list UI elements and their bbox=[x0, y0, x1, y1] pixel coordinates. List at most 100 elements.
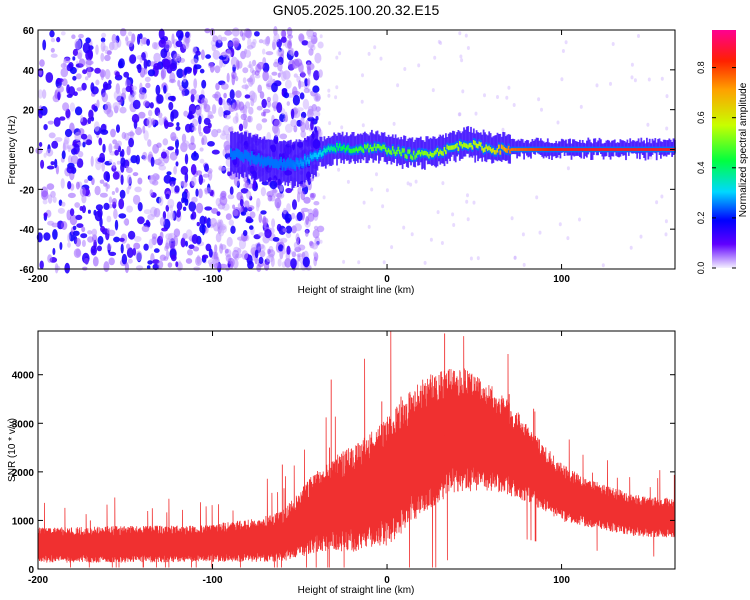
spectrogram-noise-cell bbox=[74, 106, 83, 116]
spectrogram-noise-cell bbox=[664, 232, 668, 237]
spectrogram-noise-cell bbox=[121, 253, 128, 265]
spectrogram-noise-cell bbox=[175, 138, 179, 149]
spectrogram-noise-cell bbox=[259, 250, 266, 258]
spectrogram-noise-cell bbox=[148, 238, 154, 249]
spectrogram-ridge-halo bbox=[371, 129, 373, 159]
spectrogram-noise-cell bbox=[170, 109, 179, 119]
spectrogram-noise-cell bbox=[273, 32, 280, 43]
spectrogram-ridge-core bbox=[472, 140, 475, 145]
spectrogram-ridge-halo bbox=[336, 135, 338, 166]
spectrogram-ridge-core bbox=[407, 149, 410, 154]
spectrogram-noise-cell bbox=[254, 31, 260, 37]
spectrogram-ridge-halo bbox=[606, 139, 609, 153]
spectrogram-noise-cell bbox=[201, 225, 205, 236]
spectrogram-noise-cell bbox=[124, 79, 131, 88]
spectrogram-noise-cell bbox=[283, 92, 290, 99]
spectrogram-noise-cell bbox=[307, 35, 315, 40]
spectrogram-noise-cell bbox=[157, 260, 164, 269]
spectrogram-noise-cell bbox=[190, 164, 197, 175]
spectrogram-noise-cell bbox=[242, 77, 247, 84]
spectrogram-noise-cell bbox=[90, 155, 94, 167]
spectrogram-noise-cell bbox=[120, 243, 124, 254]
spectrogram-noise-cell bbox=[150, 118, 156, 126]
spectrogram-y-tick-label: 60 bbox=[23, 26, 35, 37]
spectrogram-noise-cell bbox=[51, 140, 59, 149]
spectrogram-x-tick-label: 100 bbox=[553, 274, 570, 285]
spectrogram-noise-cell bbox=[125, 165, 130, 171]
spectrogram-noise-cell bbox=[176, 68, 184, 79]
spectrogram-noise-cell bbox=[219, 196, 228, 206]
spectrogram-noise-cell bbox=[296, 107, 304, 112]
colorbar-tick-label: 0.2 bbox=[696, 212, 706, 225]
spectrogram-noise-cell bbox=[328, 121, 332, 126]
spectrogram-ridge-halo bbox=[404, 135, 407, 164]
spectrogram-noise-cell bbox=[101, 161, 105, 172]
spectrogram-ridge-core bbox=[655, 148, 658, 151]
spectrogram-ridge-core bbox=[555, 148, 558, 151]
spectrogram-ridge-core bbox=[523, 148, 525, 151]
spectrogram-noise-cell bbox=[188, 142, 196, 151]
spectrogram-ridge-core bbox=[573, 148, 576, 151]
spectrogram-ridge-core bbox=[284, 164, 287, 169]
spectrogram-ridge-core bbox=[439, 149, 442, 154]
spectrogram-ridge-core bbox=[384, 147, 387, 152]
spectrogram-ridge-core bbox=[512, 148, 514, 151]
spectrogram-noise-cell bbox=[167, 198, 175, 209]
spectrogram-ridge-halo bbox=[425, 136, 428, 161]
spectrogram-noise-cell bbox=[278, 133, 287, 140]
spectrogram-ridge-core bbox=[306, 157, 309, 162]
spectrogram-noise-cell bbox=[249, 225, 254, 230]
spectrogram-noise-cell bbox=[74, 38, 82, 50]
spectrogram-noise-cell bbox=[167, 146, 175, 151]
spectrogram-noise-cell bbox=[292, 199, 297, 210]
spectrogram-noise-cell bbox=[104, 69, 111, 80]
spectrogram-ridge-core bbox=[609, 148, 612, 151]
spectrogram-ridge-core bbox=[633, 148, 636, 151]
spectrogram-noise-cell bbox=[229, 186, 234, 196]
spectrogram-noise-cell bbox=[578, 217, 581, 222]
spectrogram-noise-cell bbox=[146, 38, 151, 46]
spectrogram-noise-cell bbox=[392, 121, 396, 126]
spectrogram-noise-cell bbox=[240, 188, 249, 194]
figure-title: GN05.2025.100.20.32.E15 bbox=[273, 2, 440, 18]
spectrogram-noise-cell bbox=[233, 101, 238, 112]
spectrogram-noise-cell bbox=[81, 205, 86, 214]
spectrogram-noise-cell bbox=[458, 112, 462, 117]
spectrogram-noise-cell bbox=[521, 232, 525, 237]
spectrogram-ridge-core bbox=[355, 146, 358, 152]
snr-x-tick-label: 100 bbox=[553, 575, 570, 586]
spectrogram-noise-cell bbox=[261, 118, 268, 123]
spectrogram-noise-cell bbox=[141, 225, 150, 233]
spectrogram-noise-cell bbox=[199, 132, 203, 137]
spectrogram-noise-cell bbox=[53, 117, 61, 127]
spectrogram-noise-cell bbox=[177, 79, 181, 87]
spectrogram-ridge-core bbox=[231, 153, 234, 158]
spectrogram-noise-cell bbox=[135, 250, 143, 262]
spectrogram-noise-cell bbox=[45, 148, 54, 157]
spectrogram-noise-cell bbox=[45, 72, 54, 83]
spectrogram-ridge-core bbox=[615, 148, 618, 151]
spectrogram-noise-cell bbox=[180, 237, 186, 248]
spectrogram-noise-cell bbox=[173, 228, 181, 237]
snr-y-tick-label: 1000 bbox=[12, 516, 35, 527]
spectrogram-ridge-core bbox=[334, 147, 337, 153]
spectrogram-noise-cell bbox=[112, 171, 120, 180]
spectrogram-noise-cell bbox=[108, 143, 113, 154]
spectrogram-noise-cell bbox=[315, 106, 321, 112]
spectrogram-ridge-core bbox=[329, 147, 331, 152]
spectrogram-noise-cell bbox=[96, 245, 102, 252]
spectrogram-ridge-halo bbox=[432, 136, 435, 165]
spectrogram-noise-cell bbox=[219, 243, 224, 254]
spectrogram-noise-cell bbox=[82, 69, 88, 75]
spectrogram-noise-cell bbox=[601, 263, 605, 268]
spectrogram-noise-cell bbox=[340, 125, 344, 130]
spectrogram-ridge-core bbox=[390, 150, 393, 155]
spectrogram-noise-cell bbox=[88, 109, 94, 120]
spectrogram-noise-cell bbox=[72, 48, 78, 57]
spectrogram-noise-cell bbox=[50, 37, 56, 43]
spectrogram-noise-cell bbox=[120, 174, 124, 186]
spectrogram-noise-cell bbox=[458, 31, 462, 36]
spectrogram-noise-cell bbox=[160, 151, 167, 159]
spectrogram-noise-cell bbox=[169, 72, 176, 83]
spectrogram-ridge-core bbox=[647, 148, 650, 151]
